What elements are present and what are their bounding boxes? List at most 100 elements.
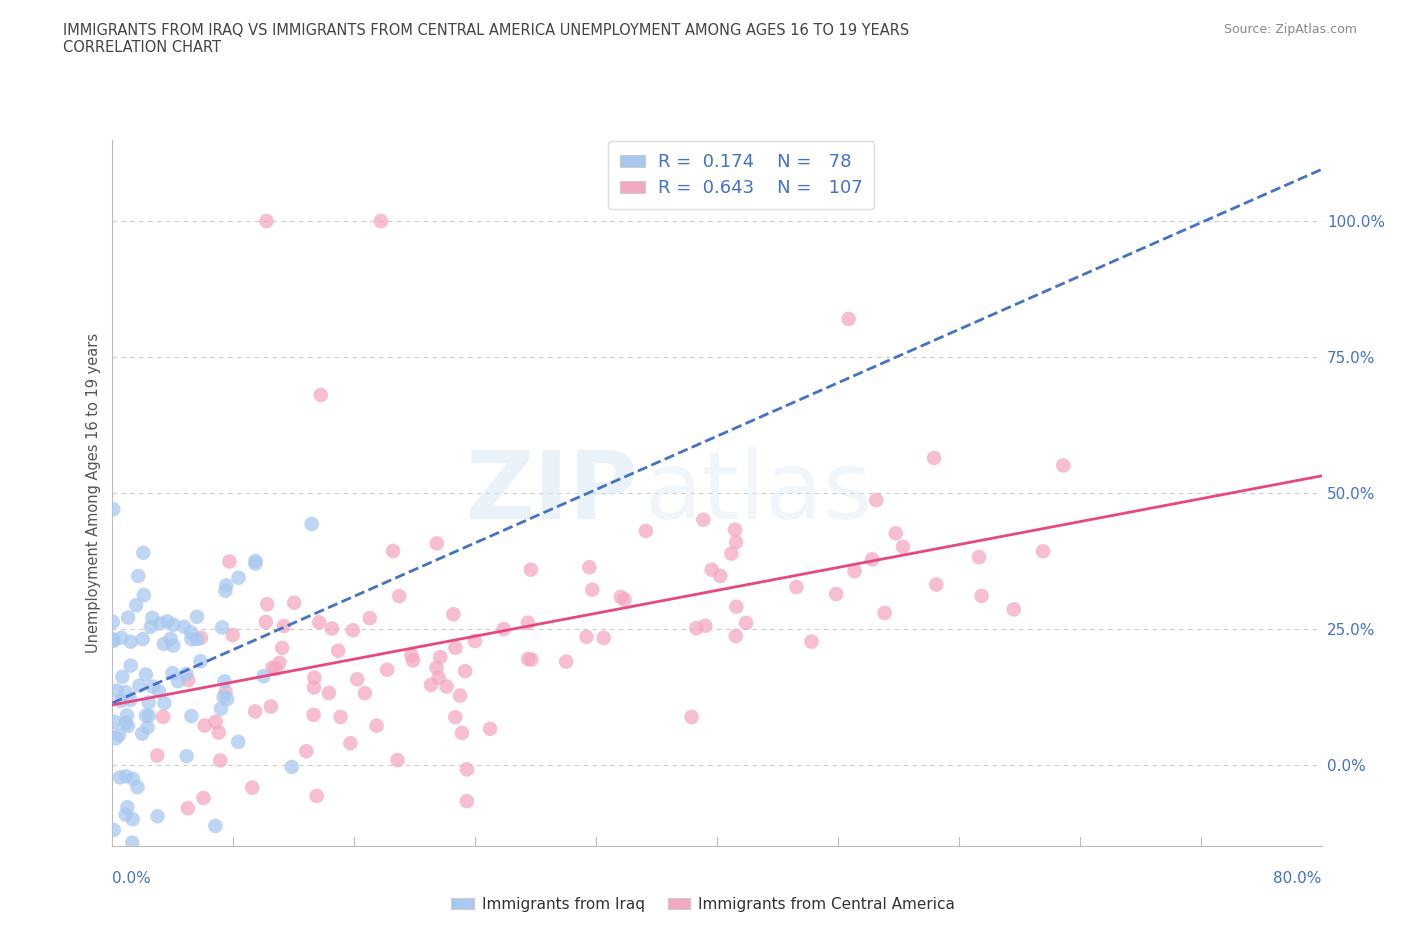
Point [120, 634, 142, 649]
Legend: R =  0.174    N =   78, R =  0.643    N =   107: R = 0.174 N = 78, R = 0.643 N = 107 [609, 141, 875, 209]
Point [245, 553, 267, 568]
Point [138, 695, 160, 710]
Text: IMMIGRANTS FROM IRAQ VS IMMIGRANTS FROM CENTRAL AMERICA UNEMPLOYMENT AMONG AGES : IMMIGRANTS FROM IRAQ VS IMMIGRANTS FROM … [63, 23, 910, 38]
Point [110, 694, 132, 709]
Point [387, 752, 409, 767]
Point [103, 502, 125, 517]
Point [436, 679, 458, 694]
Point [208, 725, 231, 740]
Point [159, 631, 181, 646]
Point [127, 779, 149, 794]
Point [449, 688, 471, 703]
Point [114, 715, 136, 730]
Point [709, 568, 731, 583]
Point [128, 678, 150, 693]
Point [162, 618, 184, 632]
Point [254, 615, 277, 630]
Point [180, 631, 202, 646]
Point [1032, 544, 1054, 559]
Point [873, 605, 896, 620]
Point [135, 667, 157, 682]
Point [592, 631, 614, 645]
Point [825, 587, 848, 602]
Point [426, 536, 449, 551]
Point [329, 710, 352, 724]
Point [269, 656, 291, 671]
Point [218, 554, 240, 569]
Point [214, 684, 236, 699]
Point [681, 710, 703, 724]
Text: Source: ZipAtlas.com: Source: ZipAtlas.com [1223, 23, 1357, 36]
Point [838, 312, 860, 326]
Point [326, 644, 349, 658]
Point [243, 704, 266, 719]
Point [162, 666, 184, 681]
Point [105, 731, 128, 746]
Point [370, 214, 392, 229]
Point [162, 638, 184, 653]
Point [318, 685, 340, 700]
Point [214, 583, 236, 598]
Point [104, 714, 127, 729]
Point [217, 692, 239, 707]
Point [103, 633, 125, 648]
Point [240, 780, 263, 795]
Point [305, 789, 328, 804]
Point [575, 630, 598, 644]
Point [252, 669, 274, 684]
Point [152, 710, 174, 724]
Point [262, 660, 284, 675]
Point [245, 556, 267, 571]
Text: 0.0%: 0.0% [112, 871, 152, 886]
Legend: Immigrants from Iraq, Immigrants from Central America: Immigrants from Iraq, Immigrants from Ce… [444, 891, 962, 918]
Point [125, 598, 148, 613]
Point [136, 720, 159, 735]
Point [114, 807, 136, 822]
Point [167, 673, 190, 688]
Point [148, 684, 170, 698]
Point [366, 718, 388, 733]
Point [454, 664, 477, 679]
Point [111, 670, 134, 684]
Point [108, 770, 131, 785]
Point [342, 623, 364, 638]
Point [221, 628, 243, 643]
Point [117, 718, 139, 733]
Point [967, 550, 990, 565]
Point [173, 619, 195, 634]
Point [176, 749, 198, 764]
Point [464, 633, 486, 648]
Point [427, 671, 450, 685]
Point [844, 564, 866, 578]
Point [273, 618, 295, 633]
Point [204, 818, 226, 833]
Point [193, 790, 215, 805]
Point [117, 800, 139, 815]
Point [346, 671, 368, 686]
Point [281, 760, 304, 775]
Point [456, 762, 478, 777]
Point [555, 654, 578, 669]
Point [101, 631, 124, 646]
Point [264, 661, 287, 676]
Point [132, 545, 155, 560]
Point [209, 753, 232, 768]
Point [354, 685, 377, 700]
Point [375, 662, 398, 677]
Point [204, 714, 226, 729]
Point [456, 793, 478, 808]
Point [443, 607, 465, 622]
Point [152, 636, 174, 651]
Point [212, 689, 235, 704]
Point [308, 615, 330, 630]
Point [339, 736, 361, 751]
Point [301, 516, 323, 531]
Point [578, 560, 600, 575]
Point [516, 616, 538, 631]
Point [613, 591, 636, 606]
Point [724, 629, 747, 644]
Point [103, 822, 125, 837]
Point [388, 589, 411, 604]
Point [211, 620, 233, 635]
Point [177, 672, 200, 687]
